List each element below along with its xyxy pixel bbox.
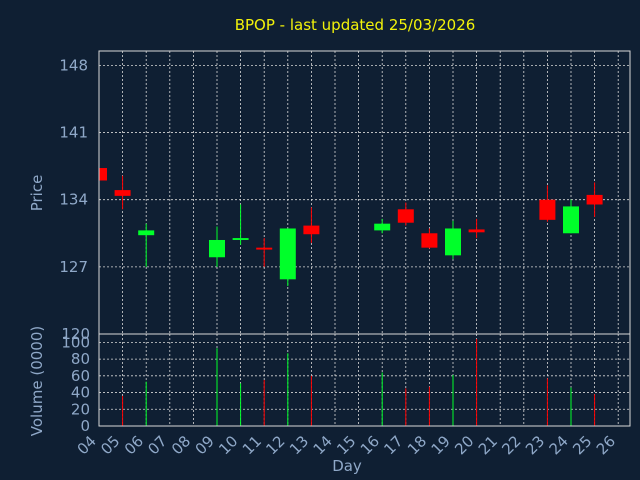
day-tick-label: 22 (498, 432, 524, 458)
price-panel: 127 134 141 148 Price (28, 50, 631, 335)
candle (232, 204, 249, 245)
candle (303, 207, 320, 243)
candle-body (374, 223, 391, 231)
candle (209, 226, 225, 267)
volume-bars (122, 339, 596, 426)
day-tick-labels: 0405060708091011121314151617181920212223… (74, 432, 619, 458)
candle-body (279, 228, 296, 280)
day-tick-label: 16 (357, 432, 383, 458)
day-tick-label: 14 (310, 432, 336, 458)
candle (445, 220, 461, 260)
day-tick-label: 15 (333, 432, 359, 458)
chart-title: BPOP - last updated 25/03/2026 (235, 16, 476, 34)
day-tick-label: 13 (286, 432, 312, 458)
day-tick-label: 23 (522, 432, 548, 458)
candle-body (114, 190, 131, 196)
candle-body (138, 230, 155, 236)
candle-body (232, 238, 249, 240)
day-tick-label: 12 (262, 432, 288, 458)
day-tick-label: 26 (593, 432, 619, 458)
candles (98, 168, 603, 287)
price-tick-labels: 127 134 141 148 (59, 56, 88, 275)
candle (98, 168, 107, 181)
day-tick-label: 17 (380, 432, 406, 458)
volume-grid (98, 334, 630, 427)
candle-body (209, 239, 225, 258)
candle-body (256, 247, 273, 250)
volume-axis-label: Volume (0000) (28, 326, 46, 436)
volume-tick-label: 80 (71, 350, 90, 368)
volume-tick-label: 0 (80, 417, 90, 435)
candle-body (563, 206, 579, 234)
x-axis-label: Day (332, 457, 362, 475)
candle-body (539, 199, 556, 220)
candle (138, 223, 155, 267)
price-tick-label: 148 (59, 56, 88, 74)
volume-tick-label: 40 (71, 384, 90, 402)
volume-tick-label: 20 (71, 400, 90, 418)
candle-body (445, 228, 461, 256)
price-axis-label: Price (28, 175, 46, 212)
candle-body (468, 229, 485, 233)
day-tick-label: 20 (451, 432, 477, 458)
candle (468, 218, 485, 239)
candle (279, 228, 296, 287)
candle (256, 238, 273, 267)
day-tick-label: 04 (74, 432, 100, 458)
price-plot-frame (98, 50, 631, 335)
price-tick-label: 127 (59, 258, 88, 276)
day-tick-label: 08 (168, 432, 194, 458)
candle (586, 182, 603, 217)
candle-body (303, 225, 320, 235)
volume-top-tick: 120 (61, 325, 90, 343)
day-tick-label: 10 (215, 432, 241, 458)
day-tick-label: 25 (569, 432, 595, 458)
volume-tick-label: 100 (61, 333, 90, 351)
candle (374, 218, 391, 234)
day-tick-label: 24 (546, 432, 572, 458)
day-tick-label: 21 (475, 432, 501, 458)
candle-body (397, 209, 414, 223)
day-tick-label: 11 (239, 432, 265, 458)
day-tick-label: 19 (428, 432, 454, 458)
day-tick-label: 06 (121, 432, 147, 458)
candle-body (99, 168, 107, 181)
candle (114, 175, 131, 210)
day-tick-label: 09 (192, 432, 218, 458)
volume-plot-frame (98, 333, 631, 427)
candle (397, 202, 414, 226)
day-tick-label: 05 (97, 432, 123, 458)
price-tick-label: 141 (59, 124, 88, 142)
price-grid (98, 51, 630, 334)
volume-tick-label: 60 (71, 367, 90, 385)
price-tick-label: 134 (59, 191, 88, 209)
candle (539, 185, 556, 222)
candle-body (421, 233, 438, 248)
candle (421, 228, 438, 249)
day-tick-label: 07 (144, 432, 170, 458)
day-tick-label: 18 (404, 432, 430, 458)
candle (563, 199, 579, 234)
candle-body (586, 194, 603, 205)
